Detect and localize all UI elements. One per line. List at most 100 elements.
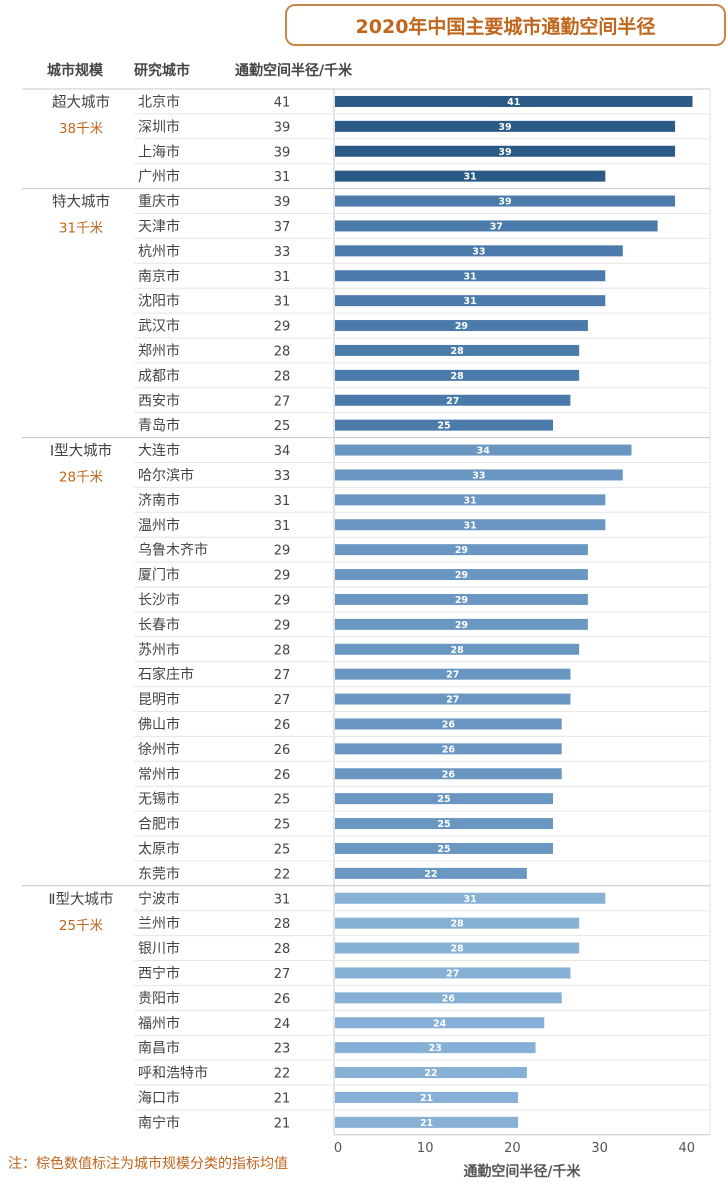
bar-data-label: 26: [442, 769, 456, 780]
bar-data-label: 31: [464, 520, 477, 531]
bar: [335, 1042, 536, 1054]
value-cell: 27: [274, 693, 291, 708]
bar-data-label: 29: [455, 321, 468, 332]
x-tick-label: 20: [504, 1141, 521, 1156]
group-label: 超大城市: [52, 94, 110, 111]
bar: [335, 419, 553, 431]
city-label: 深圳市: [138, 118, 180, 135]
bar: [335, 444, 632, 456]
city-label: 宁波市: [138, 890, 180, 907]
city-label: 银川市: [138, 940, 180, 957]
bar: [335, 145, 676, 157]
bar-data-label: 25: [437, 421, 450, 432]
bar: [335, 793, 553, 805]
bar-data-label: 31: [464, 894, 477, 905]
value-cell: 25: [274, 793, 291, 808]
city-label: 重庆市: [138, 193, 180, 210]
city-label: 石家庄市: [138, 666, 194, 683]
value-cell: 29: [274, 569, 291, 584]
bar: [335, 469, 623, 481]
value-cell: 27: [274, 668, 291, 683]
city-label: 温州市: [138, 517, 180, 534]
value-cell: 25: [274, 842, 291, 857]
city-label: 常州市: [138, 766, 180, 783]
city-label: 贵阳市: [138, 990, 180, 1007]
bar: [335, 494, 606, 506]
bar-data-label: 26: [442, 719, 456, 730]
bar: [335, 743, 562, 755]
bar-data-label: 28: [450, 346, 464, 357]
group-label: Ⅱ型大城市: [48, 891, 113, 908]
group-mean-label: 28千米: [59, 470, 104, 486]
bar: [335, 170, 606, 182]
header-radius: 通勤空间半径/千米: [235, 63, 353, 79]
bar: [335, 569, 588, 581]
x-tick-label: 0: [334, 1141, 342, 1156]
city-label: 杭州市: [138, 243, 180, 260]
bar: [335, 892, 606, 904]
value-cell: 37: [274, 220, 291, 235]
city-label: 济南市: [138, 492, 180, 509]
city-label: 长春市: [138, 616, 180, 633]
bar-data-label: 33: [472, 470, 485, 481]
bar-data-label: 27: [446, 695, 459, 706]
value-cell: 29: [274, 320, 291, 335]
city-label: 南京市: [138, 268, 180, 285]
city-label: 福州市: [138, 1015, 180, 1032]
bar-data-label: 34: [477, 446, 491, 457]
bar: [335, 818, 553, 830]
x-tick-label: 40: [679, 1141, 696, 1156]
bar: [335, 842, 553, 854]
bar: [335, 693, 571, 705]
bar-data-label: 39: [498, 147, 511, 158]
bar: [335, 295, 606, 307]
bar: [335, 519, 606, 531]
value-cell: 31: [274, 295, 291, 310]
value-cell: 28: [274, 344, 291, 359]
bar-data-label: 29: [455, 545, 468, 556]
city-label: 合肥市: [138, 816, 180, 833]
value-cell: 28: [274, 369, 291, 384]
bar-data-label: 29: [455, 620, 468, 631]
group-mean-label: 38千米: [59, 121, 104, 137]
city-label: 武汉市: [138, 318, 180, 335]
value-cell: 29: [274, 618, 291, 633]
value-cell: 22: [274, 1067, 291, 1082]
city-label: 南宁市: [138, 1114, 180, 1131]
value-cell: 26: [274, 992, 291, 1007]
bar: [335, 95, 693, 107]
chart-title: 2020年中国主要城市通勤空间半径: [285, 4, 726, 46]
value-cell: 28: [274, 942, 291, 957]
value-cell: 28: [274, 643, 291, 658]
value-cell: 21: [274, 1116, 291, 1131]
bar-data-label: 28: [450, 944, 464, 955]
value-cell: 31: [274, 494, 291, 509]
value-cell: 31: [274, 170, 291, 185]
bar-data-label: 27: [446, 670, 459, 681]
bar: [335, 917, 580, 929]
bar: [335, 1067, 527, 1079]
bar: [335, 867, 527, 879]
city-label: 哈尔滨市: [138, 467, 194, 484]
city-label: 兰州市: [138, 915, 180, 932]
bar-data-label: 23: [429, 1043, 442, 1054]
city-label: 南昌市: [138, 1040, 180, 1057]
city-label: 长沙市: [138, 591, 180, 608]
city-label: 上海市: [138, 143, 180, 160]
bar: [335, 1091, 519, 1103]
bar-data-label: 28: [450, 919, 464, 930]
value-cell: 27: [274, 967, 291, 982]
bar: [335, 270, 606, 282]
city-label: 天津市: [138, 218, 180, 235]
group-mean-label: 25千米: [59, 918, 104, 934]
value-cell: 25: [274, 419, 291, 434]
value-cell: 39: [274, 195, 291, 210]
group-label: 特大城市: [52, 194, 110, 211]
bar-data-label: 26: [442, 744, 456, 755]
value-cell: 22: [274, 867, 291, 882]
value-cell: 28: [274, 917, 291, 932]
x-tick-label: 30: [591, 1141, 608, 1156]
value-cell: 29: [274, 544, 291, 559]
bar-data-label: 33: [472, 246, 485, 257]
